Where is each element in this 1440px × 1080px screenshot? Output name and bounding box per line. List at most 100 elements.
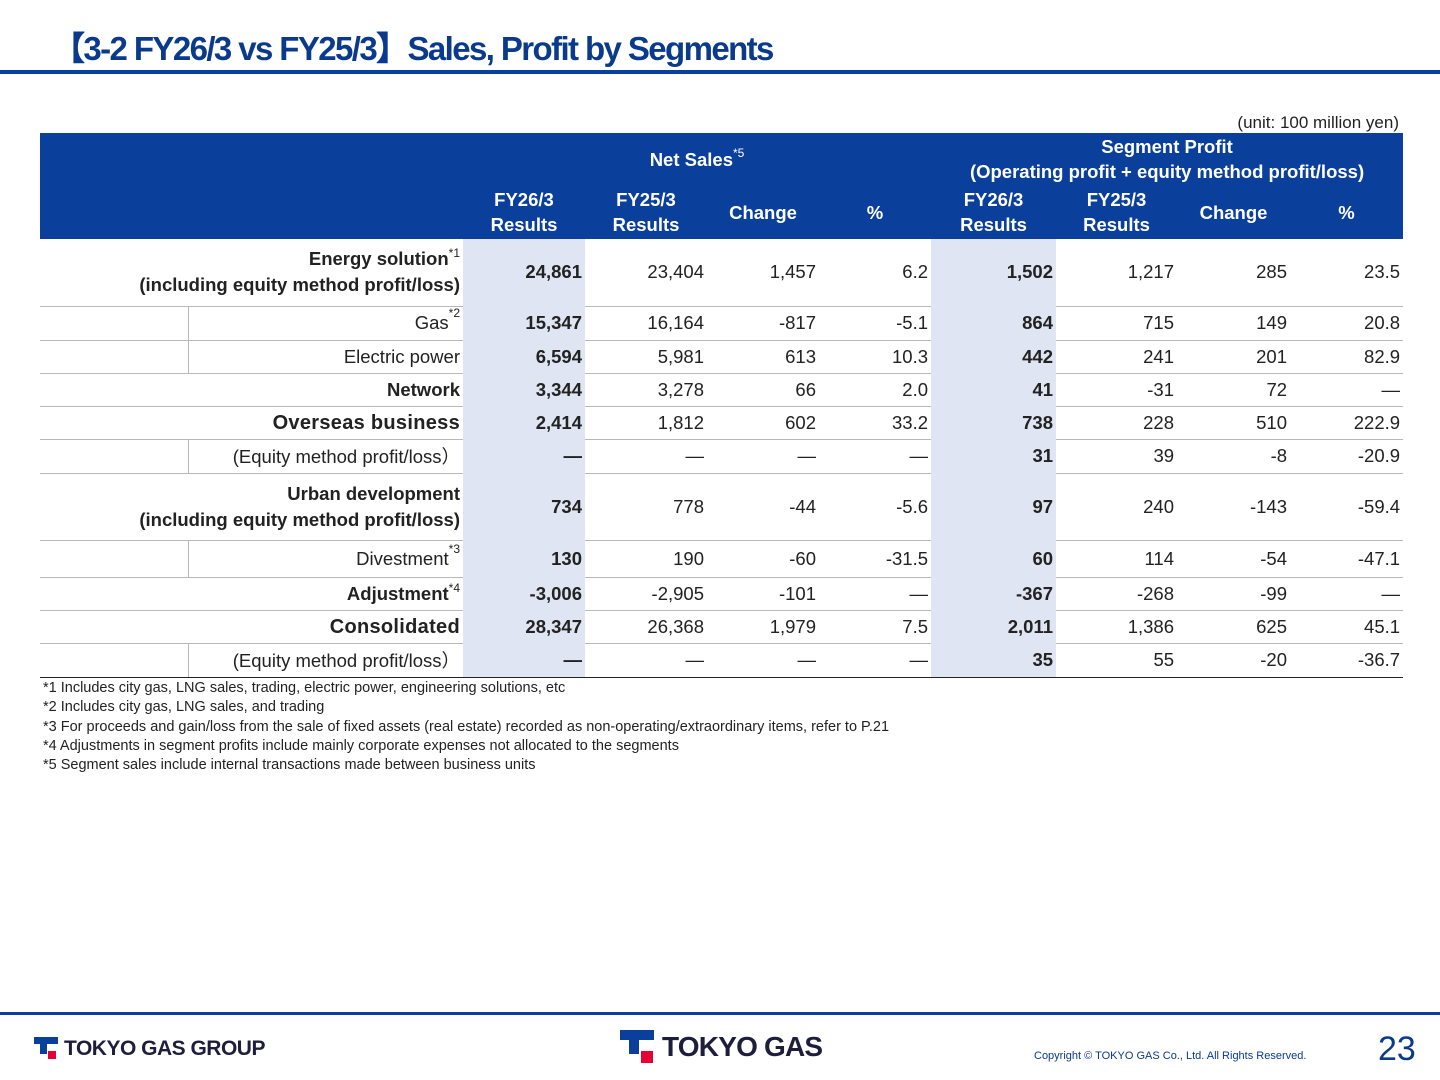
cell: 35	[931, 643, 1057, 678]
col-sp-fy26: FY26/3 Results	[931, 185, 1057, 239]
tokyo-gas-logo: TOKYO GAS	[620, 1030, 823, 1064]
cell: -101	[707, 577, 819, 611]
cell: 5,981	[585, 340, 707, 374]
row-label: Divestment*3	[187, 540, 463, 578]
col-ns-fy25: FY25/3 Results	[585, 185, 707, 239]
cell: 602	[707, 406, 819, 440]
segment-profit-header: Segment Profit (Operating profit + equity…	[931, 133, 1404, 185]
row-label: Consolidated	[40, 610, 463, 644]
cell: ―	[585, 643, 707, 678]
cell: 2,414	[463, 406, 585, 440]
cell: 6,594	[463, 340, 585, 374]
cell: -20	[1177, 643, 1291, 678]
cell: ―	[819, 439, 932, 474]
cell: 613	[707, 340, 819, 374]
cell: -5.6	[819, 473, 932, 541]
table-row-consolidated: Consolidated 28,347 26,368 1,979 7.5 2,0…	[40, 610, 1404, 644]
header-row-1: Net Sales*5 Segment Profit (Operating pro…	[40, 133, 1404, 185]
cell: -268	[1056, 577, 1178, 611]
cell: 33.2	[819, 406, 932, 440]
col-ns-pct: %	[819, 185, 932, 239]
row-label: (Equity method profit/loss）	[187, 439, 463, 474]
col-sp-pct: %	[1290, 185, 1404, 239]
cell: 97	[931, 473, 1057, 541]
cell: ―	[463, 439, 585, 474]
col-sp-fy25: FY25/3 Results	[1056, 185, 1178, 239]
cell: 3,278	[585, 373, 707, 407]
cell: -143	[1177, 473, 1291, 541]
cell: 3,344	[463, 373, 585, 407]
cell: ―	[1290, 373, 1404, 407]
footer-rule	[0, 1012, 1440, 1015]
cell: 285	[1177, 239, 1291, 307]
cell: 2.0	[819, 373, 932, 407]
table-row-divestment: Divestment*3 130 190 -60 -31.5 60 114 -5…	[40, 540, 1404, 578]
cell: 864	[931, 306, 1057, 341]
cell: -3,006	[463, 577, 585, 611]
cell: 510	[1177, 406, 1291, 440]
row-label: Network	[40, 373, 463, 407]
indent-cell	[40, 340, 188, 374]
cell: -36.7	[1290, 643, 1404, 678]
tokyo-gas-logo-icon	[620, 1030, 654, 1063]
cell: 1,812	[585, 406, 707, 440]
cell: -31.5	[819, 540, 932, 578]
net-sales-header: Net Sales*5	[463, 133, 932, 185]
footnote: *1 Includes city gas, LNG sales, trading…	[43, 680, 566, 696]
col-sp-change: Change	[1177, 185, 1291, 239]
cell: 130	[463, 540, 585, 578]
logo-main-text: TOKYO GAS	[662, 1031, 823, 1062]
cell: 442	[931, 340, 1057, 374]
indent-cell	[40, 643, 188, 678]
tokyo-gas-group-logo: TOKYO GAS GROUP	[34, 1037, 265, 1061]
logo-group-text: TOKYO GAS GROUP	[64, 1037, 265, 1060]
cell: 15,347	[463, 306, 585, 341]
row-label: Urban development (including equity meth…	[40, 473, 463, 541]
cell: 240	[1056, 473, 1178, 541]
cell: ―	[707, 439, 819, 474]
cell: 149	[1177, 306, 1291, 341]
cell: -20.9	[1290, 439, 1404, 474]
footnote: *2 Includes city gas, LNG sales, and tra…	[43, 699, 325, 716]
row-label: Adjustment*4	[40, 577, 463, 611]
cell: 734	[463, 473, 585, 541]
cell: 31	[931, 439, 1057, 474]
cell: 7.5	[819, 610, 932, 644]
cell: -59.4	[1290, 473, 1404, 541]
cell: -31	[1056, 373, 1178, 407]
table-row-urban-development: Urban development (including equity meth…	[40, 473, 1404, 541]
col-ns-fy26: FY26/3 Results	[463, 185, 585, 239]
cell: 778	[585, 473, 707, 541]
table-row-overseas-business: Overseas business 2,414 1,812 602 33.2 7…	[40, 406, 1404, 440]
row-label: Energy solution*1 (including equity meth…	[40, 239, 463, 307]
cell: -367	[931, 577, 1057, 611]
cell: 28,347	[463, 610, 585, 644]
cell: 55	[1056, 643, 1178, 678]
cell: 114	[1056, 540, 1178, 578]
footnote: *4 Adjustments in segment profits includ…	[43, 737, 679, 754]
cell: 228	[1056, 406, 1178, 440]
cell: 66	[707, 373, 819, 407]
cell: -8	[1177, 439, 1291, 474]
cell: 1,457	[707, 239, 819, 307]
col-ns-change: Change	[707, 185, 819, 239]
table-row-energy-solution: Energy solution*1 (including equity meth…	[40, 239, 1404, 307]
cell: 6.2	[819, 239, 932, 307]
indent-cell	[40, 439, 188, 474]
page-number: 23	[1378, 1030, 1416, 1068]
indent-cell	[40, 306, 188, 341]
footnote: *5 Segment sales include internal transa…	[43, 757, 536, 774]
cell: 625	[1177, 610, 1291, 644]
cell: 72	[1177, 373, 1291, 407]
cell: 45.1	[1290, 610, 1404, 644]
table-row-consolidated-equity: (Equity method profit/loss） ― ― ― ― 35 5…	[40, 643, 1404, 678]
cell: -47.1	[1290, 540, 1404, 578]
cell: 24,861	[463, 239, 585, 307]
cell: 23,404	[585, 239, 707, 307]
tokyo-gas-logo-icon	[34, 1037, 58, 1059]
cell: -54	[1177, 540, 1291, 578]
table-row-electric-power: Electric power 6,594 5,981 613 10.3 442 …	[40, 340, 1404, 374]
copyright: Copyright © TOKYO GAS Co., Ltd. All Righ…	[1034, 1050, 1307, 1062]
cell: 41	[931, 373, 1057, 407]
cell: ―	[463, 643, 585, 678]
